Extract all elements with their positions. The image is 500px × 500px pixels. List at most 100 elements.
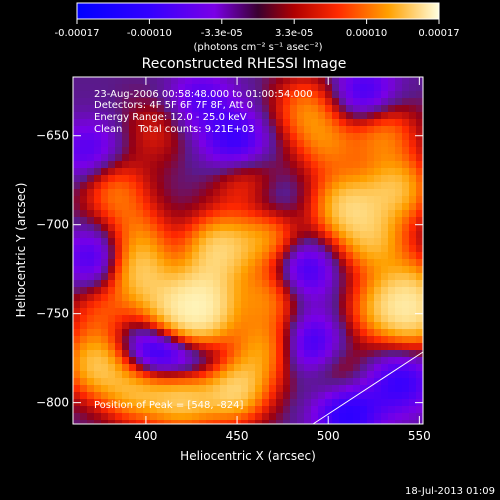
heatmap-cell [311, 112, 319, 120]
heatmap-cell [122, 84, 130, 92]
heatmap-cell [409, 140, 417, 148]
heatmap-cell [332, 210, 340, 218]
heatmap-cell [122, 140, 130, 148]
heatmap-cell [80, 343, 88, 351]
colorbar-tick-label: 0.00010 [346, 28, 387, 39]
heatmap-cell [129, 413, 137, 421]
heatmap-cell [122, 161, 130, 169]
heatmap-cell [304, 399, 312, 407]
heatmap-cell [136, 266, 144, 274]
heatmap-cell [269, 322, 277, 330]
heatmap-cell [374, 322, 382, 330]
heatmap-cell [367, 385, 375, 393]
heatmap-cell [171, 77, 179, 85]
heatmap-cell [248, 406, 256, 414]
heatmap-cell [367, 112, 375, 120]
heatmap-cell [101, 350, 109, 358]
heatmap-cell [234, 224, 242, 232]
heatmap-cell [332, 287, 340, 295]
heatmap-cell [276, 175, 284, 183]
heatmap-cell [234, 91, 242, 99]
heatmap-cell [199, 322, 207, 330]
heatmap-cell [283, 154, 291, 162]
heatmap-cell [73, 91, 81, 99]
heatmap-cell [325, 231, 333, 239]
heatmap-cell [374, 364, 382, 372]
heatmap-cell [129, 350, 137, 358]
heatmap-cell [157, 98, 165, 106]
heatmap-cell [213, 392, 221, 400]
heatmap-cell [388, 105, 396, 113]
heatmap-cell [318, 196, 326, 204]
heatmap-cell [94, 224, 102, 232]
heatmap-cell [311, 217, 319, 225]
heatmap-cell [248, 126, 256, 134]
heatmap-cell [241, 294, 249, 302]
heatmap-cell [234, 245, 242, 253]
heatmap-cell [311, 385, 319, 393]
heatmap-cell [73, 154, 81, 162]
heatmap-cell [241, 203, 249, 211]
heatmap-cell [325, 301, 333, 309]
heatmap-cell [227, 133, 235, 141]
heatmap-cell [185, 385, 193, 393]
heatmap-cell [297, 420, 305, 425]
heatmap-cell [108, 133, 116, 141]
heatmap-cell [122, 238, 130, 246]
heatmap-cell [311, 301, 319, 309]
heatmap-cell [220, 420, 228, 425]
heatmap-cell [367, 245, 375, 253]
heatmap-cell [164, 140, 172, 148]
heatmap-cell [325, 210, 333, 218]
heatmap-cell [360, 217, 368, 225]
heatmap-cell [374, 420, 382, 425]
heatmap-cell [192, 273, 200, 281]
heatmap-cell [255, 406, 263, 414]
heatmap-cell [94, 378, 102, 386]
heatmap-cell [87, 168, 95, 176]
heatmap-cell [255, 154, 263, 162]
heatmap-cell [164, 98, 172, 106]
heatmap-cell [388, 308, 396, 316]
heatmap-cell [374, 252, 382, 260]
heatmap-cell [213, 133, 221, 141]
heatmap-cell [318, 217, 326, 225]
heatmap-cell [388, 77, 396, 85]
heatmap-cell [332, 189, 340, 197]
heatmap-cell [157, 140, 165, 148]
heatmap-cell [185, 308, 193, 316]
heatmap-cell [122, 378, 130, 386]
heatmap-cell [129, 245, 137, 253]
heatmap-cell [234, 140, 242, 148]
heatmap-cell [416, 406, 424, 414]
heatmap-cell [80, 133, 88, 141]
heatmap-cell [318, 413, 326, 421]
chart-title: Reconstructed RHESSI Image [142, 56, 347, 72]
heatmap-cell [346, 189, 354, 197]
heatmap-cell [108, 203, 116, 211]
heatmap-cell [339, 287, 347, 295]
heatmap-cell [87, 224, 95, 232]
heatmap-cell [409, 175, 417, 183]
heatmap-cell [157, 371, 165, 379]
heatmap-cell [234, 196, 242, 204]
heatmap-cell [276, 245, 284, 253]
heatmap-cell [178, 105, 186, 113]
heatmap-cell [283, 315, 291, 323]
heatmap-cell [325, 224, 333, 232]
heatmap-cell [73, 385, 81, 393]
heatmap-cell [73, 413, 81, 421]
heatmap-cell [402, 133, 410, 141]
heatmap-cell [164, 161, 172, 169]
heatmap-cell [318, 259, 326, 267]
heatmap-cell [213, 105, 221, 113]
heatmap-cell [171, 112, 179, 120]
heatmap-cell [290, 420, 298, 425]
heatmap-cell [283, 189, 291, 197]
heatmap-cell [248, 357, 256, 365]
heatmap-cell [241, 210, 249, 218]
heatmap-cell [339, 308, 347, 316]
heatmap-cell [129, 420, 137, 425]
heatmap-cell [150, 112, 158, 120]
heatmap-cell [409, 301, 417, 309]
